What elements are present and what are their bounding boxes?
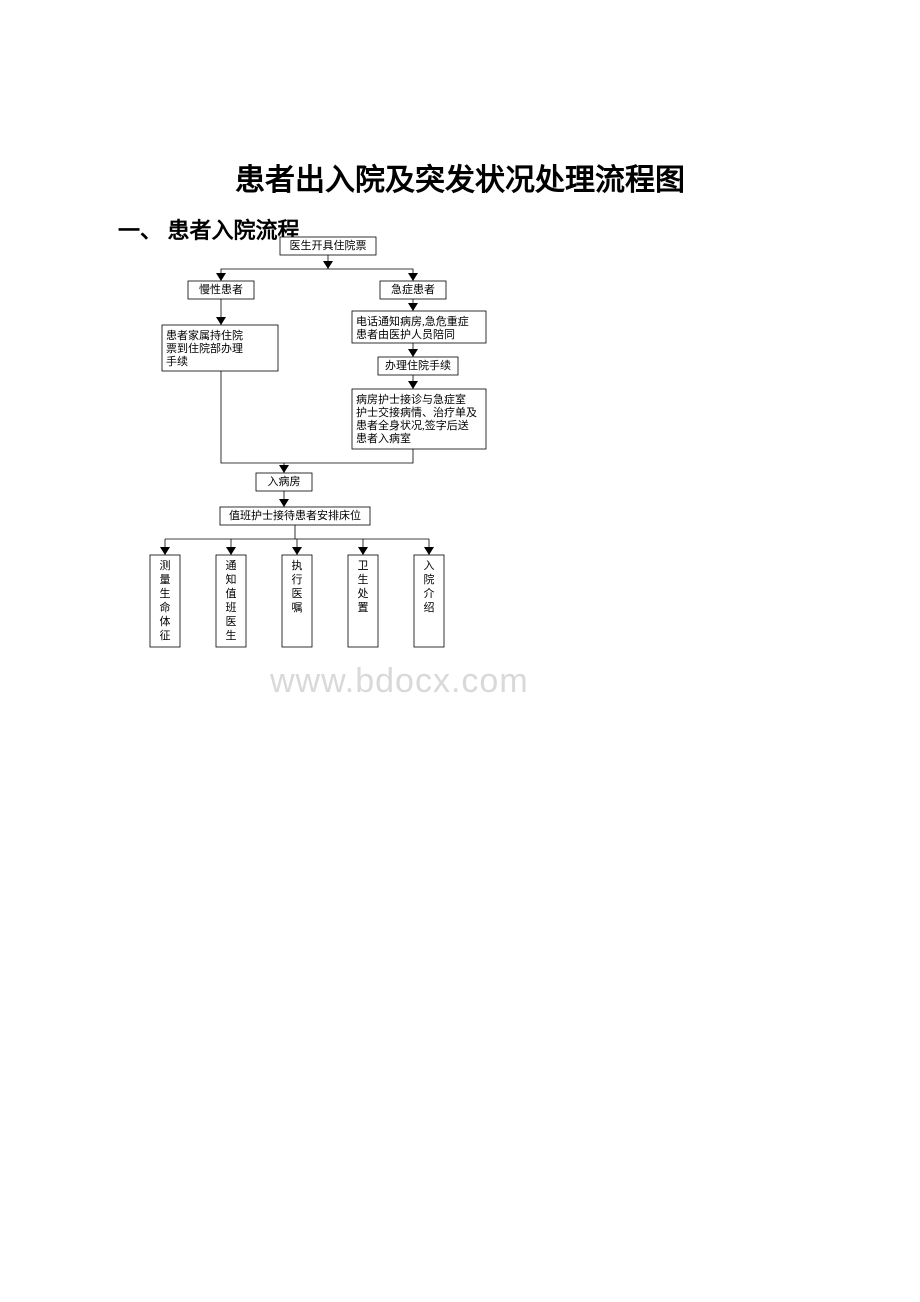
svg-text:护士交接病情、治疗单及: 护士交接病情、治疗单及 — [356, 405, 477, 419]
svg-text:医生开具住院票: 医生开具住院票 — [290, 238, 367, 252]
svg-text:办理住院手续: 办理住院手续 — [385, 358, 451, 372]
svg-text:生: 生 — [358, 572, 369, 586]
page-title: 患者出入院及突发状况处理流程图 — [0, 155, 920, 199]
svg-text:通: 通 — [226, 559, 237, 572]
svg-text:量: 量 — [160, 573, 171, 586]
svg-text:患者由医护人员陪同: 患者由医护人员陪同 — [356, 327, 455, 341]
svg-text:执: 执 — [292, 558, 303, 572]
svg-text:测: 测 — [160, 559, 171, 572]
svg-text:置: 置 — [358, 601, 369, 614]
svg-text:值班护士接待患者安排床位: 值班护士接待患者安排床位 — [229, 508, 361, 522]
svg-text:处: 处 — [358, 587, 369, 600]
svg-text:手续: 手续 — [166, 354, 188, 368]
svg-text:院: 院 — [424, 572, 435, 586]
svg-text:班: 班 — [226, 601, 237, 614]
svg-text:嘱: 嘱 — [292, 601, 303, 614]
svg-text:医: 医 — [226, 616, 237, 628]
svg-text:电话通知病房,急危重症: 电话通知病房,急危重症 — [356, 314, 469, 328]
flowchart: 医生开具住院票慢性患者 急症患者患者家属持住院票到住院部办理手续 电话通知病房,急危… — [120, 235, 620, 715]
svg-text:患者入病室: 患者入病室 — [356, 431, 411, 445]
svg-text:知: 知 — [226, 572, 237, 586]
svg-text:生: 生 — [226, 628, 237, 642]
svg-text:介: 介 — [424, 587, 435, 600]
svg-text:患者全身状况,签字后送: 患者全身状况,签字后送 — [356, 418, 469, 432]
svg-text:绍: 绍 — [424, 600, 435, 614]
svg-text:生: 生 — [160, 586, 171, 600]
svg-text:行: 行 — [292, 573, 303, 586]
svg-text:医: 医 — [292, 588, 303, 600]
svg-text:征: 征 — [160, 629, 171, 642]
svg-text:慢性患者: 慢性患者 — [199, 282, 243, 296]
svg-text:急症患者: 急症患者 — [391, 282, 435, 296]
svg-text:值: 值 — [226, 587, 237, 600]
svg-text:患者家属持住院: 患者家属持住院 — [166, 328, 243, 342]
svg-text:体: 体 — [160, 614, 171, 628]
svg-text:命: 命 — [160, 600, 171, 614]
svg-text:卫: 卫 — [358, 560, 369, 572]
svg-text:病房护士接诊与急症室: 病房护士接诊与急症室 — [356, 392, 466, 406]
svg-text:入: 入 — [424, 560, 435, 572]
svg-text:票到住院部办理: 票到住院部办理 — [166, 341, 243, 355]
page: { "doc": { "title": "患者出入院及突发状况处理流程图", "… — [0, 0, 920, 1302]
svg-text:入病房: 入病房 — [268, 474, 301, 488]
